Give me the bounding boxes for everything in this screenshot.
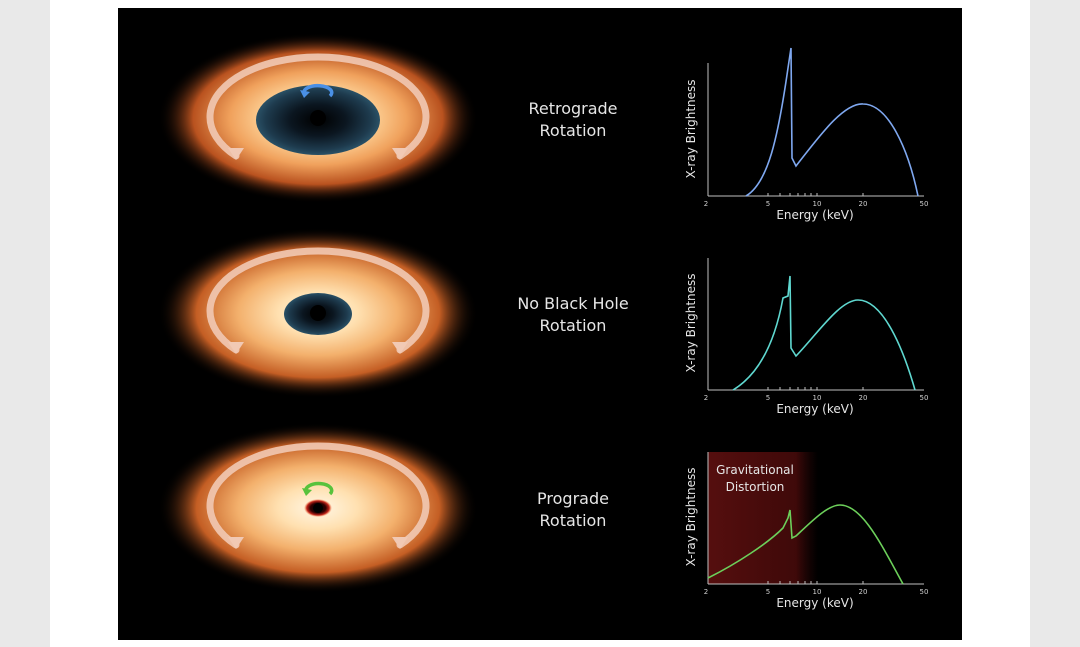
figure-panel: Retrograde Rotation No Black Hole Rotati… xyxy=(118,8,962,640)
x-tick: 20 xyxy=(858,200,868,208)
annotation-line2: Distortion xyxy=(725,480,785,494)
row-label-prograde: Prograde Rotation xyxy=(493,488,653,532)
row-label-retrograde: Retrograde Rotation xyxy=(493,98,653,142)
disk-prograde xyxy=(158,423,478,593)
gravitational-distortion-shade xyxy=(708,452,818,584)
figure-graphics xyxy=(158,33,924,593)
x-tick: 2 xyxy=(703,394,709,402)
x-tick: 20 xyxy=(858,394,868,402)
x-tick: 5 xyxy=(765,394,771,402)
rotation-arrow-icon xyxy=(206,247,430,354)
plot-retrograde xyxy=(707,47,924,197)
row-label-line2: Rotation xyxy=(539,511,607,530)
rotation-arrow-icon xyxy=(206,53,430,160)
annotation-line1: Gravitational xyxy=(716,463,794,477)
x-tick: 5 xyxy=(765,200,771,208)
x-axis-label: Energy (keV) xyxy=(776,402,854,416)
x-tick: 50 xyxy=(919,200,929,208)
spectrum-curve xyxy=(732,275,916,391)
y-axis-label: X-ray Brightness xyxy=(684,467,698,567)
x-tick: 5 xyxy=(765,588,771,596)
row-label-line1: Retrograde xyxy=(528,99,618,118)
plot-prograde xyxy=(707,452,924,585)
x-tick: 10 xyxy=(812,588,822,596)
row-label-line1: Prograde xyxy=(537,489,609,508)
x-tick: 2 xyxy=(703,588,709,596)
spectrum-curve xyxy=(745,47,919,197)
x-tick: 50 xyxy=(919,394,929,402)
x-tick: 10 xyxy=(812,394,822,402)
x-tick: 50 xyxy=(919,588,929,596)
x-axis-label: Energy (keV) xyxy=(776,596,854,610)
y-axis-label: X-ray Brightness xyxy=(684,273,698,373)
plot-no-rotation xyxy=(707,258,924,391)
disk-no-rotation xyxy=(158,228,478,398)
x-tick: 10 xyxy=(812,200,822,208)
row-label-line1: No Black Hole xyxy=(517,294,629,313)
row-label-line2: Rotation xyxy=(539,316,607,335)
row-label-no-rotation: No Black Hole Rotation xyxy=(493,293,653,337)
spin-arrow-icon xyxy=(302,83,334,98)
spin-arrow-icon xyxy=(303,481,334,496)
row-label-line2: Rotation xyxy=(539,121,607,140)
spectrum-curve xyxy=(707,504,904,585)
x-axis-label: Energy (keV) xyxy=(776,208,854,222)
gravitational-distortion-label: Gravitational Distortion xyxy=(700,462,810,496)
disk-retrograde xyxy=(158,33,478,203)
x-tick: 2 xyxy=(703,200,709,208)
y-axis-label: X-ray Brightness xyxy=(684,79,698,179)
rotation-arrow-icon xyxy=(206,442,430,549)
x-tick: 20 xyxy=(858,588,868,596)
